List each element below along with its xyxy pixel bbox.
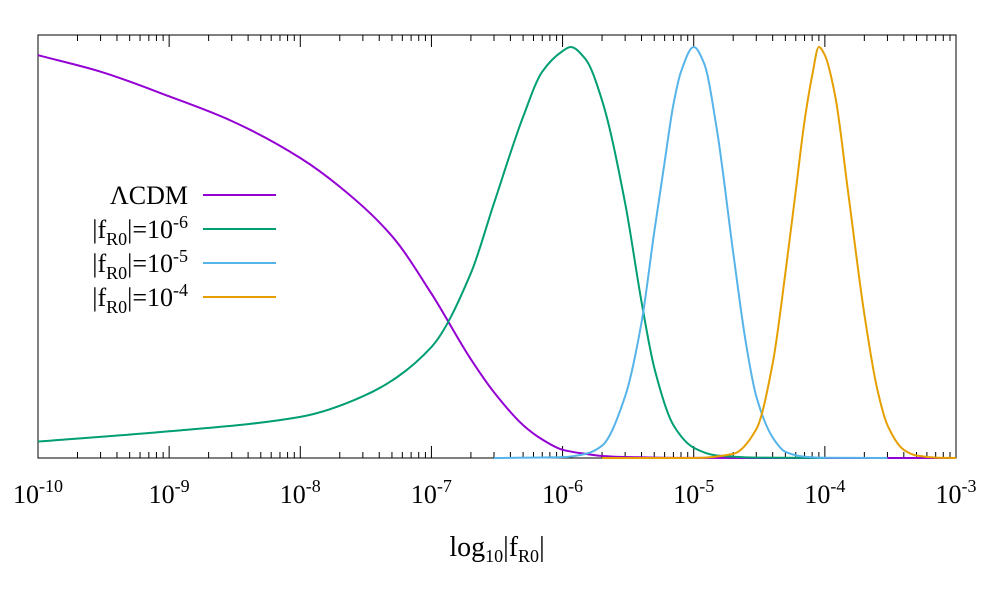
legend-label-mid: |=10: [127, 283, 173, 312]
legend-label-mid: |=10: [127, 215, 173, 244]
legend-label-subscript: R0: [106, 263, 127, 283]
x-tick-label: 10-5: [673, 476, 714, 509]
legend-label-f5: |fR0|=10-5: [92, 246, 188, 283]
legend-label-text: ΛCDM: [110, 181, 188, 210]
legend-label-exponent: -6: [173, 212, 188, 232]
series-lines: [37, 46, 957, 460]
legend-label-f6: |fR0|=10-6: [92, 212, 188, 249]
x-tick-label-exponent: -4: [830, 476, 845, 496]
x-tick-label: 10-8: [280, 476, 321, 509]
series-line-f4: [602, 46, 957, 460]
x-tick-label-exponent: -3: [962, 476, 977, 496]
x-tick-label: 10-7: [411, 476, 452, 509]
x-axis-label-end: |: [539, 532, 545, 563]
x-axis-label-base-subscript: 10: [485, 546, 503, 566]
x-tick-label: 10-6: [542, 476, 583, 509]
series-line-f5: [493, 46, 888, 459]
series-line-f6: [37, 46, 825, 459]
x-axis-label-mid: |f: [503, 532, 519, 563]
x-tick-label-exponent: -5: [699, 476, 714, 496]
legend-label-exponent: -4: [173, 280, 188, 300]
x-tick-label-base: 10: [149, 480, 175, 509]
x-tick-label-base: 10: [673, 480, 699, 509]
x-tick-label-exponent: -6: [568, 476, 583, 496]
x-tick-label: 10-4: [804, 476, 845, 509]
x-tick-label-base: 10: [804, 480, 830, 509]
legend-label-prefix: |f: [92, 283, 106, 312]
x-tick-label-base: 10: [936, 480, 962, 509]
legend-label-prefix: |f: [92, 215, 106, 244]
legend-label-f4: |fR0|=10-4: [92, 280, 188, 317]
legend: ΛCDM|fR0|=10-6|fR0|=10-5|fR0|=10-4: [92, 181, 276, 317]
x-tick-label: 10-9: [149, 476, 190, 509]
x-tick-label: 10-10: [13, 476, 63, 509]
x-tick-label-base: 10: [411, 480, 437, 509]
x-tick-label-base: 10: [542, 480, 568, 509]
legend-label-exponent: -5: [173, 246, 188, 266]
legend-label-prefix: |f: [92, 249, 106, 278]
x-axis-label-base: log: [449, 532, 485, 563]
x-tick-label-exponent: -8: [306, 476, 321, 496]
x-axis-label-subscript: R0: [518, 546, 539, 566]
legend-label-lcdm: ΛCDM: [110, 181, 188, 210]
x-axis-tick-labels: 10-10 10-9 10-8 10-7 10-6 10-5 10-4 10-3: [13, 476, 977, 509]
x-tick-label: 10-3: [936, 476, 977, 509]
x-tick-label-exponent: -10: [39, 476, 63, 496]
x-axis-label: log10|fR0|: [449, 532, 544, 566]
legend-label-subscript: R0: [106, 229, 127, 249]
legend-label-subscript: R0: [106, 297, 127, 317]
x-tick-label-base: 10: [13, 480, 39, 509]
legend-label-mid: |=10: [127, 249, 173, 278]
x-tick-label-base: 10: [280, 480, 306, 509]
x-tick-label-exponent: -7: [437, 476, 452, 496]
x-tick-label-exponent: -9: [175, 476, 190, 496]
